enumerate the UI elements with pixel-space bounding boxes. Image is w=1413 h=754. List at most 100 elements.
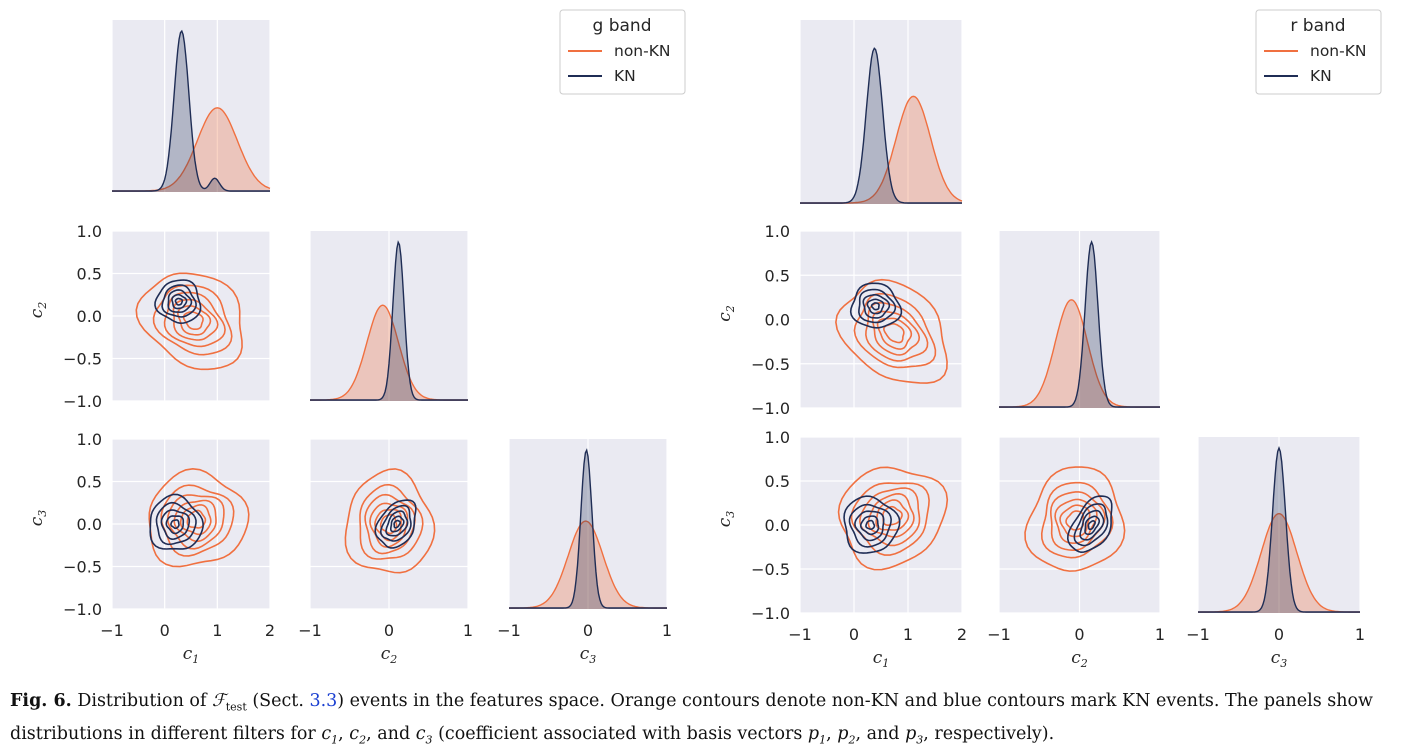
x-axis-label: c2	[381, 644, 398, 666]
legend-entry: non-KN	[614, 42, 670, 60]
non-kn-density-fill	[1198, 513, 1360, 613]
legend-title: r band	[1290, 16, 1345, 36]
kn-contour	[1066, 495, 1113, 554]
panel-r0-c0	[111, 20, 271, 192]
caption-var-p3: p3	[905, 723, 924, 747]
panel-r2-c2	[1197, 437, 1361, 613]
x-tick-label: −1	[1186, 625, 1210, 644]
kn-contour	[870, 302, 880, 311]
legend: r band non-KN KN	[1255, 9, 1382, 95]
r-band-pairplot: −1.0 −0.5 0.0 0.5 1.0 c2 −1.0 −0.5 0.0 0.5 1.0 c3 −1…	[715, 9, 1382, 670]
x-tick-label: 1	[212, 621, 222, 640]
kn-contour	[1079, 509, 1105, 541]
contour-group	[837, 466, 949, 571]
kn-contour	[848, 503, 892, 548]
section-reference-link[interactable]: 3.3	[309, 691, 338, 711]
contour-group	[344, 468, 436, 574]
y-tick-label: 1.0	[77, 222, 102, 241]
kn-contour	[1073, 503, 1109, 547]
non-kn-contour	[166, 494, 225, 550]
kn-contour	[165, 515, 185, 535]
kn-contour	[389, 515, 405, 533]
panel-r1-c0	[111, 230, 271, 402]
panel-r0-c0	[799, 20, 963, 204]
y-tick-label: −0.5	[63, 350, 102, 369]
non-kn-density-fill	[800, 96, 962, 204]
panel-r2-c1	[998, 436, 1161, 614]
non-kn-contour	[1059, 504, 1091, 538]
kn-contour	[385, 510, 409, 537]
non-kn-contour	[871, 310, 921, 356]
y-axis-label: c3	[27, 510, 49, 527]
legend-frame	[1255, 9, 1382, 95]
non-kn-contour	[344, 468, 436, 574]
non-kn-contour	[876, 317, 913, 350]
x-tick-label: 0	[384, 621, 394, 640]
y-axis-label: c2	[27, 302, 49, 319]
figure-caption: Fig. 6. Distribution of ℱtest (Sect. 3.3…	[10, 691, 1374, 747]
x-axis-label: c2	[1071, 648, 1088, 670]
kn-contour	[854, 510, 885, 542]
x-tick-label: 2	[265, 621, 275, 640]
kn-density-fill	[800, 48, 962, 204]
contour-group	[835, 278, 948, 384]
kn-contour	[374, 499, 417, 549]
panel-r2-c0	[799, 436, 963, 614]
legend-entry: KN	[1310, 67, 1332, 85]
non-kn-density-fill	[999, 299, 1160, 408]
y-tick-label: −1.0	[63, 392, 102, 411]
kn-contour	[170, 519, 180, 530]
x-tick-label: 0	[583, 621, 593, 640]
kn-contour	[858, 288, 897, 324]
kn-density-line	[800, 47, 962, 204]
non-kn-contour	[163, 291, 226, 348]
non-kn-contour	[875, 499, 910, 531]
kn-contour	[865, 519, 876, 530]
non-kn-contour	[1049, 491, 1106, 552]
x-tick-label: 1	[463, 621, 473, 640]
kn-contour	[866, 298, 885, 315]
panel-r2-c2	[508, 439, 668, 609]
kn-contour	[379, 504, 412, 542]
caption-var-p2: p2	[837, 723, 856, 747]
y-axis-label: c2	[715, 305, 737, 322]
kn-density-line	[112, 29, 270, 192]
kn-contour	[161, 284, 197, 318]
kn-contour	[174, 297, 184, 306]
non-kn-contour	[865, 301, 929, 362]
kn-density-fill	[1198, 448, 1360, 613]
x-tick-label: 0	[160, 621, 170, 640]
x-axis-label: c1	[183, 644, 200, 666]
kn-contour	[393, 519, 401, 529]
panel-r2-c1	[309, 438, 469, 610]
y-tick-label: 1.0	[765, 428, 790, 447]
panel-r1-c1	[998, 231, 1161, 408]
pairplot-figure: −1.0 −0.5 0.0 0.5 1.0 c2 −1.0 −0.5 0.0 0.5 1.0 c3 −1…	[27, 9, 1382, 670]
y-tick-label: −1.0	[751, 399, 790, 418]
g-band-pairplot: −1.0 −0.5 0.0 0.5 1.0 c2 −1.0 −0.5 0.0 0.5 1.0 c3 −1…	[27, 9, 686, 666]
x-tick-label: −1	[497, 621, 521, 640]
legend-title: g band	[593, 16, 652, 36]
kn-contour	[171, 293, 188, 310]
y-tick-label: −0.5	[751, 355, 790, 374]
x-tick-label: 0	[1274, 625, 1284, 644]
non-kn-contour	[179, 504, 212, 536]
caption-var-c1: c1	[321, 723, 339, 747]
y-tick-label: 0.0	[765, 516, 790, 535]
non-kn-contour	[359, 483, 424, 560]
legend: g band non-KN KN	[559, 9, 686, 95]
contour-group	[1024, 466, 1126, 572]
kn-density-fill	[112, 31, 270, 192]
x-tick-label: −1	[987, 625, 1011, 644]
y-tick-label: −0.5	[63, 558, 102, 577]
contour-group	[135, 272, 243, 371]
x-axis-label: c3	[580, 644, 597, 666]
y-tick-label: 0.5	[77, 473, 102, 492]
kn-density-line	[310, 240, 468, 401]
caption-var-c3: c3	[415, 723, 433, 747]
x-tick-label: 1	[1155, 625, 1165, 644]
y-tick-label: 0.0	[77, 307, 102, 326]
kn-contour	[862, 294, 891, 319]
non-kn-density-fill	[509, 521, 667, 609]
x-tick-label: 1	[662, 621, 672, 640]
